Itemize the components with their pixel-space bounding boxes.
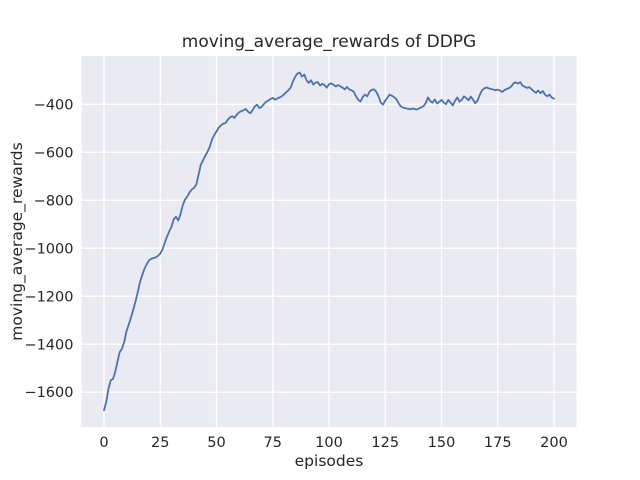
y-tick-label: −400 bbox=[34, 97, 74, 113]
x-tick-label: 125 bbox=[371, 435, 399, 451]
y-axis-label: moving_average_rewards bbox=[8, 142, 27, 340]
x-axis-label: episodes bbox=[295, 452, 364, 470]
y-tick-label: −1600 bbox=[24, 385, 73, 401]
x-tick-label: 0 bbox=[99, 435, 108, 451]
y-tick-label: −1200 bbox=[24, 289, 73, 305]
y-tick-label: −1000 bbox=[24, 241, 73, 257]
x-tick-label: 100 bbox=[315, 435, 343, 451]
y-tick-label: −800 bbox=[34, 193, 74, 209]
x-tick-label: 25 bbox=[151, 435, 169, 451]
y-axis-tick-labels: −400 −600 −800 −1000 −1200 −1400 −1600 bbox=[24, 97, 73, 401]
x-tick-label: 75 bbox=[264, 435, 282, 451]
x-tick-label: 200 bbox=[540, 435, 568, 451]
y-tick-label: −600 bbox=[34, 145, 74, 161]
x-tick-label: 175 bbox=[484, 435, 512, 451]
x-tick-label: 150 bbox=[428, 435, 456, 451]
x-axis-tick-labels: 0 25 50 75 100 125 150 175 200 bbox=[99, 435, 567, 451]
y-tick-label: −1400 bbox=[24, 337, 73, 353]
chart-title: moving_average_rewards of DDPG bbox=[182, 32, 476, 52]
x-tick-label: 50 bbox=[207, 435, 225, 451]
gridlines bbox=[81, 56, 577, 427]
data-series-line bbox=[103, 71, 555, 412]
